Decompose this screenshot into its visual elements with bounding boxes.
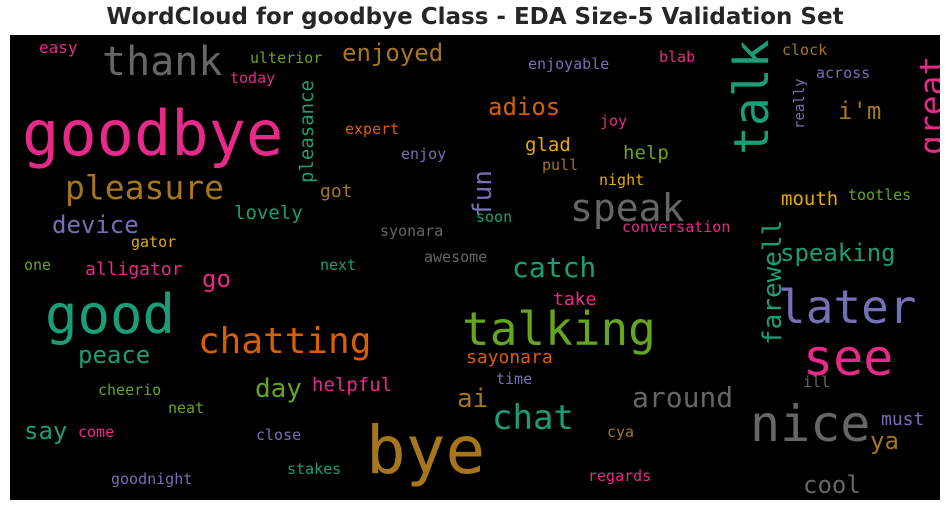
word-soon: soon xyxy=(476,208,512,226)
word-cheerio: cheerio xyxy=(98,381,161,399)
word-chat: chat xyxy=(492,398,574,438)
word-speaking: speaking xyxy=(780,239,896,267)
word-come: come xyxy=(78,423,114,441)
word-really: really xyxy=(792,78,808,129)
word-ulterior: ulterior xyxy=(250,49,322,67)
word-tootles: tootles xyxy=(848,186,911,204)
word-goodnight: goodnight xyxy=(111,470,192,488)
word-enjoyable: enjoyable xyxy=(528,55,609,73)
word-go: go xyxy=(202,265,231,293)
word-gator: gator xyxy=(131,233,176,251)
word-speak: speak xyxy=(570,186,685,230)
word-pleasance: pleasance xyxy=(296,80,318,183)
word-talking: talking xyxy=(462,302,656,356)
word-ya: ya xyxy=(870,427,899,455)
word-goodbye: goodbye xyxy=(22,97,283,170)
word-syonara: syonara xyxy=(380,222,443,240)
word-clock: clock xyxy=(782,41,827,59)
word-chatting: chatting xyxy=(198,321,371,362)
word-one: one xyxy=(24,256,51,274)
word-enjoyed: enjoyed xyxy=(342,39,443,67)
word-ai: ai xyxy=(457,384,488,414)
word-close: close xyxy=(256,426,301,444)
word-cya: cya xyxy=(607,423,634,441)
word-lovely: lovely xyxy=(234,202,303,224)
wordcloud-canvas: goodbye bye good talking see nice later talk tha… xyxy=(10,35,950,500)
word-catch: catch xyxy=(512,251,596,284)
word-mouth: mouth xyxy=(781,188,838,210)
word-next: next xyxy=(320,256,356,274)
word-across: across xyxy=(816,64,870,82)
word-joy: joy xyxy=(600,112,627,130)
word-say: say xyxy=(24,417,67,445)
word-talk: talk xyxy=(724,39,780,155)
word-fun: fun xyxy=(468,170,498,217)
word-device: device xyxy=(52,211,139,239)
word-expert: expert xyxy=(345,120,399,138)
word-peace: peace xyxy=(78,341,150,369)
word-regards: regards xyxy=(588,467,651,485)
word-nice: nice xyxy=(750,395,870,453)
word-pull: pull xyxy=(542,156,578,174)
word-blab: blab xyxy=(659,48,695,66)
word-cool: cool xyxy=(803,471,861,499)
word-see: see xyxy=(803,329,893,387)
word-take: take xyxy=(553,289,596,310)
word-time: time xyxy=(496,370,532,388)
word-awesome: awesome xyxy=(424,248,487,266)
word-pleasure: pleasure xyxy=(65,168,224,207)
word-help: help xyxy=(623,142,669,164)
word-stakes: stakes xyxy=(287,460,341,478)
word-got: got xyxy=(320,181,353,202)
wordcloud-svg: goodbye bye good talking see nice later talk tha… xyxy=(22,38,950,499)
word-bye: bye xyxy=(366,412,485,489)
word-ill: ill xyxy=(803,373,830,391)
word-around: around xyxy=(632,381,733,414)
word-great: great xyxy=(912,56,940,155)
word-good: good xyxy=(45,283,175,346)
word-helpful: helpful xyxy=(312,374,392,396)
word-easy: easy xyxy=(39,38,78,57)
word-alligator: alligator xyxy=(85,259,183,280)
word-sayonara: sayonara xyxy=(466,347,553,368)
word-later: later xyxy=(778,280,916,334)
word-conversation: conversation xyxy=(622,218,730,236)
word-today: today xyxy=(230,69,275,87)
word-farewell: farewell xyxy=(758,220,788,345)
word-thank: thank xyxy=(102,39,222,85)
word-adios: adios xyxy=(488,93,560,121)
word-i-m: i'm xyxy=(838,97,881,125)
word-must: must xyxy=(881,409,924,430)
chart-title: WordCloud for goodbye Class - EDA Size-5… xyxy=(106,4,844,30)
word-enjoy: enjoy xyxy=(401,145,446,163)
word-night: night xyxy=(599,171,644,189)
word-glad: glad xyxy=(525,134,571,156)
word-neat: neat xyxy=(168,399,204,417)
word-day: day xyxy=(255,374,302,404)
